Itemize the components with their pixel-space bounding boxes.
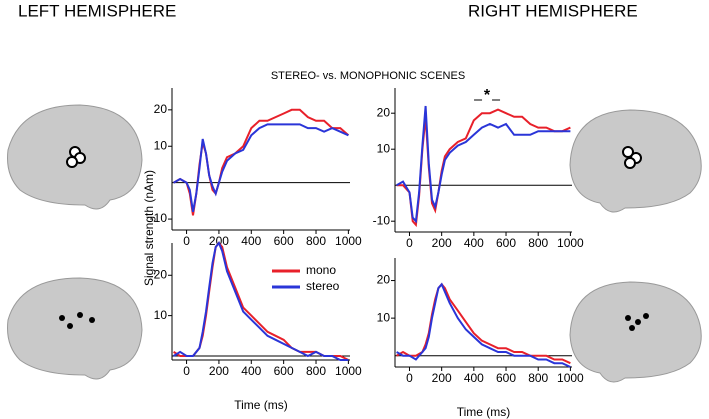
x-tick-label: 200 bbox=[432, 236, 452, 250]
y-tick-label: -10 bbox=[373, 213, 391, 227]
annotation: * bbox=[484, 87, 491, 104]
y-tick-label: 20 bbox=[154, 267, 168, 281]
x-tick-label: 1000 bbox=[335, 234, 362, 248]
subtitle: STEREO- vs. MONOPHONIC SCENES bbox=[271, 70, 465, 82]
y-tick-label: 10 bbox=[377, 141, 391, 155]
x-tick-label: 0 bbox=[406, 236, 413, 250]
x-tick-label: 200 bbox=[432, 371, 452, 385]
y-axis-label: Signal strength (nAm) bbox=[142, 170, 156, 286]
y-tick-label: 20 bbox=[154, 102, 168, 116]
x-tick-label: 600 bbox=[496, 371, 516, 385]
x-tick-label: 400 bbox=[241, 234, 261, 248]
x-tick-label: 600 bbox=[274, 234, 294, 248]
x-axis-label: Time (ms) bbox=[234, 398, 288, 412]
x-tick-label: 800 bbox=[528, 236, 548, 250]
x-tick-label: 600 bbox=[274, 364, 294, 378]
y-tick-label: -10 bbox=[150, 211, 168, 225]
x-tick-label: 600 bbox=[496, 236, 516, 250]
y-tick-label: 10 bbox=[154, 138, 168, 152]
y-tick-label: 10 bbox=[154, 308, 168, 322]
x-axis-label: Time (ms) bbox=[457, 405, 511, 419]
x-tick-label: 800 bbox=[306, 364, 326, 378]
brain-bottom-left bbox=[7, 277, 143, 380]
series-line bbox=[173, 123, 349, 212]
x-tick-label: 1000 bbox=[335, 364, 362, 378]
x-tick-label: 400 bbox=[464, 236, 484, 250]
x-tick-label: 400 bbox=[241, 364, 261, 378]
brain-top-right bbox=[569, 109, 702, 213]
series-line bbox=[173, 241, 349, 361]
brain-bottom-right bbox=[569, 281, 702, 383]
left-title: LEFT HEMISPHERE bbox=[18, 1, 176, 20]
x-tick-label: 0 bbox=[406, 371, 413, 385]
series-line bbox=[396, 282, 571, 365]
y-tick-label: 20 bbox=[377, 105, 391, 119]
y-tick-label: 20 bbox=[377, 273, 391, 287]
x-tick-label: 1000 bbox=[557, 236, 584, 250]
legend-label: mono bbox=[306, 263, 336, 277]
x-tick-label: 800 bbox=[528, 371, 548, 385]
y-tick-label: 10 bbox=[377, 310, 391, 324]
x-tick-label: 0 bbox=[183, 364, 190, 378]
x-tick-label: 0 bbox=[183, 234, 190, 248]
x-tick-label: 200 bbox=[209, 364, 229, 378]
brain-top-left bbox=[7, 104, 143, 210]
legend-label: stereo bbox=[306, 279, 340, 293]
series-line bbox=[396, 105, 571, 224]
right-title: RIGHT HEMISPHERE bbox=[468, 1, 638, 20]
x-tick-label: 400 bbox=[464, 371, 484, 385]
series-line bbox=[396, 282, 571, 368]
x-tick-label: 800 bbox=[306, 234, 326, 248]
x-tick-label: 1000 bbox=[557, 371, 584, 385]
